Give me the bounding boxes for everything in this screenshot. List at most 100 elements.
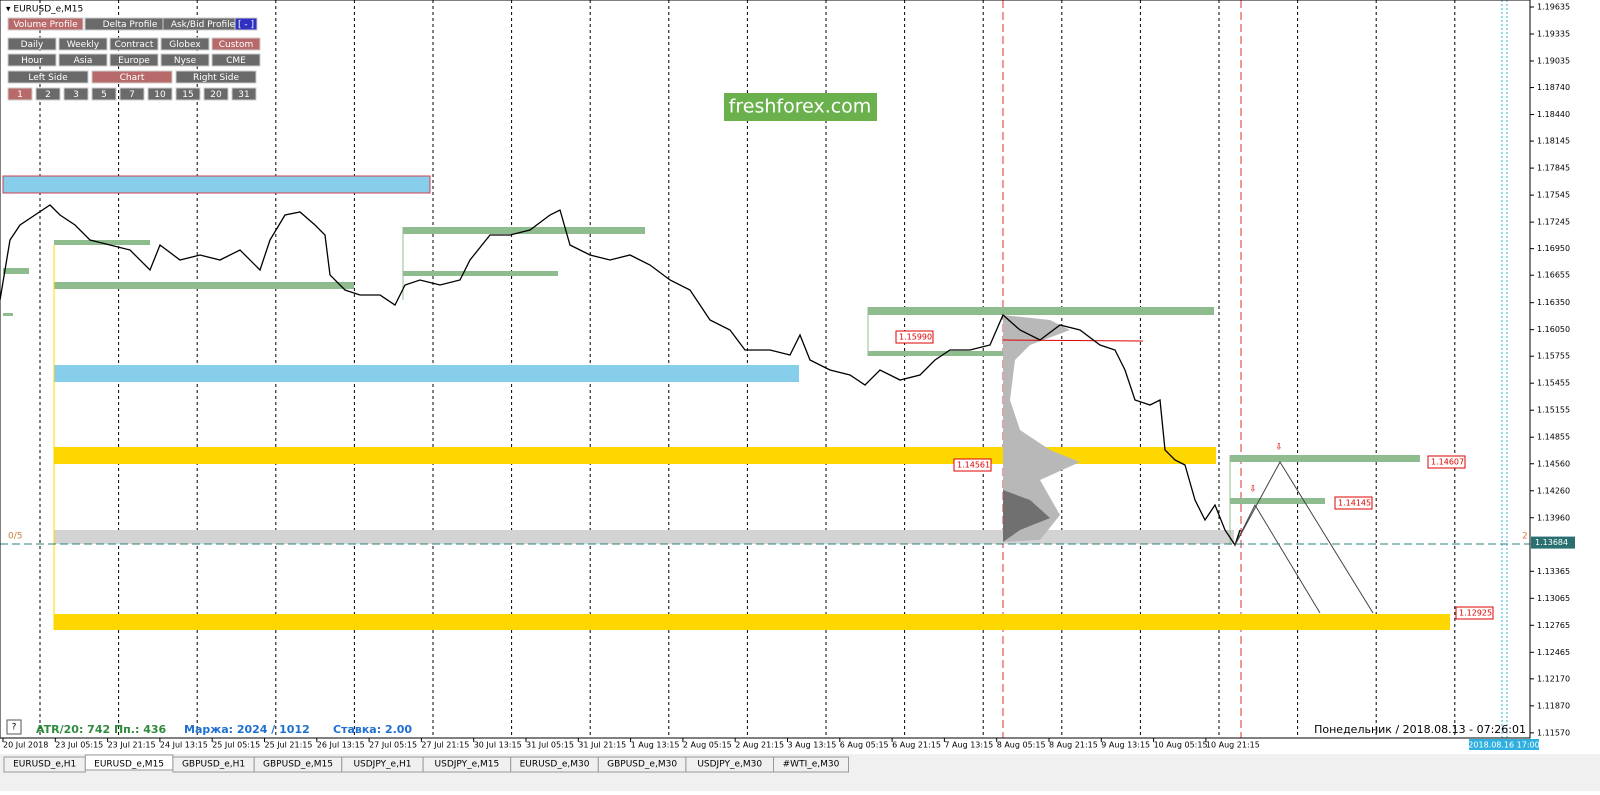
tab-label[interactable]: EURUSD_e,M30 bbox=[520, 760, 590, 770]
button[interactable] bbox=[211, 53, 261, 67]
level-label: 1.15990 bbox=[899, 333, 932, 342]
button-label[interactable]: Ask/Bid Profile bbox=[171, 20, 236, 30]
button[interactable] bbox=[109, 37, 159, 51]
button-label[interactable]: Nyse bbox=[174, 56, 197, 66]
button-label[interactable]: Delta Profile bbox=[103, 20, 158, 30]
button-label[interactable]: 1 bbox=[17, 90, 23, 100]
button[interactable] bbox=[175, 87, 201, 101]
button[interactable] bbox=[7, 70, 89, 84]
button[interactable] bbox=[160, 53, 210, 67]
tab[interactable] bbox=[773, 756, 849, 773]
tab-label[interactable]: GBPUSD_e,H1 bbox=[182, 760, 245, 770]
tab-label[interactable]: GBPUSD_e,M15 bbox=[263, 760, 333, 770]
time-label: 25 Jul 05:15 bbox=[212, 741, 260, 750]
price-label: 1.11570 bbox=[1537, 728, 1570, 737]
current-price-box bbox=[1531, 536, 1575, 549]
button-label[interactable]: 10 bbox=[154, 90, 166, 100]
right-marker: 2 bbox=[1522, 532, 1528, 542]
time-label: 23 Jul 05:15 bbox=[55, 741, 103, 750]
button-label[interactable]: Custom bbox=[219, 40, 253, 50]
button-label[interactable]: Contract bbox=[115, 40, 154, 50]
level-box bbox=[895, 330, 934, 344]
button[interactable] bbox=[7, 53, 57, 67]
button-label[interactable]: 2 bbox=[45, 90, 51, 100]
tab-label[interactable]: #WTI_e,M30 bbox=[783, 760, 840, 770]
button-label[interactable]: Volume Profile bbox=[13, 20, 78, 30]
button-label[interactable]: 15 bbox=[182, 90, 193, 100]
button-label[interactable]: 31 bbox=[238, 90, 249, 100]
tab-label[interactable]: USDJPY_e,M15 bbox=[435, 760, 500, 770]
price-label: 1.13065 bbox=[1537, 594, 1570, 603]
level-label: 1.14561 bbox=[957, 461, 990, 470]
button[interactable] bbox=[35, 87, 61, 101]
price-label: 1.12765 bbox=[1537, 621, 1570, 630]
price-label: 1.14855 bbox=[1537, 433, 1570, 442]
time-label: 27 Jul 21:15 bbox=[421, 741, 469, 750]
button[interactable] bbox=[91, 87, 117, 101]
button-label[interactable]: Daily bbox=[21, 40, 44, 50]
help-label[interactable]: ? bbox=[12, 723, 17, 733]
button-label[interactable]: Asia bbox=[74, 56, 93, 66]
price-label: 1.13960 bbox=[1537, 513, 1570, 522]
button[interactable] bbox=[7, 87, 33, 101]
price-line bbox=[0, 204, 1241, 547]
tab-label[interactable]: GBPUSD_e,M30 bbox=[607, 760, 677, 770]
button[interactable] bbox=[91, 70, 173, 84]
button[interactable] bbox=[63, 87, 89, 101]
price-label: 1.19035 bbox=[1537, 57, 1570, 66]
time-label: 9 Aug 13:15 bbox=[1101, 741, 1150, 750]
price-label: 1.13365 bbox=[1537, 567, 1570, 576]
button[interactable] bbox=[203, 87, 229, 101]
margin: Маржа: 2024 / 1012 bbox=[184, 723, 310, 736]
button-label[interactable]: 20 bbox=[210, 90, 222, 100]
tab-label[interactable]: USDJPY_e,M30 bbox=[697, 760, 762, 770]
button[interactable] bbox=[175, 70, 257, 84]
tab-label[interactable]: EURUSD_e,H1 bbox=[13, 760, 76, 770]
button[interactable] bbox=[109, 53, 159, 67]
watermark: freshforex.com bbox=[729, 96, 872, 118]
time-label: 2 Aug 05:15 bbox=[683, 741, 732, 750]
price-label: 1.14260 bbox=[1537, 486, 1570, 495]
projection bbox=[1234, 503, 1321, 614]
button-label[interactable]: Left Side bbox=[28, 73, 68, 83]
tab-label[interactable]: EURUSD_e,M15 bbox=[94, 760, 164, 770]
button[interactable] bbox=[147, 87, 173, 101]
button-label[interactable]: 5 bbox=[101, 90, 107, 100]
button[interactable] bbox=[7, 17, 84, 31]
button-label[interactable]: Hour bbox=[21, 56, 43, 66]
button[interactable] bbox=[119, 87, 145, 101]
button-label[interactable]: Globex bbox=[169, 40, 201, 50]
price-label: 1.18740 bbox=[1537, 83, 1570, 92]
level-labels: 1.15990 1.14561 1.14607 1.14145 1.12925 bbox=[895, 330, 1494, 620]
price-label: 1.16350 bbox=[1537, 298, 1570, 307]
button-label[interactable]: Right Side bbox=[193, 73, 239, 83]
time-label: 31 Jul 05:15 bbox=[526, 741, 574, 750]
button-label[interactable]: [ - ] bbox=[238, 20, 254, 30]
time-label: 6 Aug 05:15 bbox=[840, 741, 889, 750]
button[interactable] bbox=[231, 87, 257, 101]
button[interactable] bbox=[211, 37, 261, 51]
button-label[interactable]: 7 bbox=[129, 90, 135, 100]
button[interactable] bbox=[7, 37, 57, 51]
panel: Volume Profile Delta Profile Ask/Bid Profi… bbox=[7, 17, 261, 101]
button[interactable] bbox=[160, 37, 210, 51]
time-label: 8 Aug 05:15 bbox=[997, 741, 1046, 750]
button[interactable] bbox=[58, 37, 108, 51]
button-label[interactable]: CME bbox=[226, 56, 246, 66]
level-label: 1.14145 bbox=[1338, 499, 1371, 508]
button-label[interactable]: Europe bbox=[118, 56, 150, 66]
button-label[interactable]: 3 bbox=[73, 90, 79, 100]
tabs: EURUSD_e,H1 EURUSD_e,M15 GBPUSD_e,H1 GBPUSD… bbox=[3, 754, 849, 773]
button[interactable] bbox=[58, 53, 108, 67]
level-box bbox=[1334, 496, 1373, 510]
button-label[interactable]: Weekly bbox=[67, 40, 100, 50]
price-axis: 1.19635 1.19335 1.19035 1.18740 1.18440 1.181… bbox=[1530, 3, 1575, 737]
time-label: 25 Jul 21:15 bbox=[265, 741, 313, 750]
level-label: 1.14607 bbox=[1431, 458, 1464, 467]
price-label: 1.12465 bbox=[1537, 648, 1570, 657]
button[interactable] bbox=[234, 17, 258, 31]
button-label[interactable]: Chart bbox=[120, 73, 145, 83]
help-button[interactable] bbox=[6, 719, 22, 735]
tab-label[interactable]: USDJPY_e,H1 bbox=[353, 760, 411, 770]
rate: Ставка: 2.00 bbox=[333, 723, 412, 736]
